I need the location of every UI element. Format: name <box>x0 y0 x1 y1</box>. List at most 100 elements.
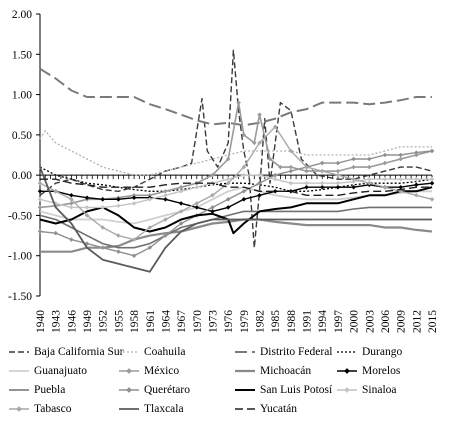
legend-item: Tabasco <box>8 402 72 416</box>
series-marker-9 <box>320 161 325 166</box>
x-tick-label: 1940 <box>35 310 47 333</box>
legend-swatch <box>118 347 140 357</box>
series-marker-11 <box>383 177 388 182</box>
legend-label: Distrito Federal <box>260 346 333 358</box>
legend-label: Guanajuato <box>34 365 87 377</box>
legend-label: Tabasco <box>34 403 72 415</box>
y-tick-label: -1.00 <box>8 251 32 263</box>
legend-label: San Luis Potosí <box>260 384 332 396</box>
series-marker-11 <box>367 177 372 182</box>
series-marker-5 <box>304 169 309 174</box>
legend-item: Durango <box>336 345 402 359</box>
x-tick-label: 1994 <box>317 310 329 333</box>
legend-item: Yucatán <box>234 402 297 416</box>
series-marker-11 <box>289 181 294 186</box>
x-tick-label: 1952 <box>98 310 110 333</box>
legend-label: Morelos <box>362 365 400 377</box>
series-marker-12 <box>383 185 388 190</box>
legend-swatch <box>234 366 256 376</box>
legend-item: Tlaxcala <box>118 402 184 416</box>
legend-item: Michoacán <box>234 364 311 378</box>
series-marker-7 <box>163 197 168 202</box>
x-tick-label: 1988 <box>286 310 298 333</box>
y-tick-label: 0.00 <box>12 170 32 182</box>
legend-swatch <box>234 347 256 357</box>
legend-item: Coahuila <box>118 345 186 359</box>
series-marker-11 <box>320 181 325 186</box>
legend-item: Querétaro <box>118 383 190 397</box>
series-marker-12 <box>414 193 419 198</box>
legend-label: Tlaxcala <box>144 403 184 415</box>
y-tick-label: 0.50 <box>12 130 32 142</box>
series-marker-7 <box>226 205 231 210</box>
x-tick-label: 1970 <box>192 310 204 333</box>
series-marker-5 <box>257 112 262 117</box>
y-tick-label: 1.50 <box>12 49 32 61</box>
series-line-0 <box>40 50 432 247</box>
legend-item: Morelos <box>336 364 400 378</box>
series-marker-11 <box>38 197 43 202</box>
legend: Baja California Sur Coahuila Distrito Fede… <box>0 343 450 426</box>
y-tick-label: -0.50 <box>8 210 32 222</box>
series-marker-7 <box>414 183 419 188</box>
series-marker-7 <box>69 193 74 198</box>
series-marker-12 <box>336 173 341 178</box>
x-tick-label: 2012 <box>411 310 423 333</box>
line-chart: 2.00 1.50 1.00 0.50 0.00 -0.50 -1.00 -1.50 1940… <box>0 0 450 345</box>
series-marker-9 <box>398 153 403 158</box>
series-lines <box>38 50 435 271</box>
legend-item: México <box>118 364 179 378</box>
x-tick-label: 1946 <box>66 310 78 333</box>
series-marker-5 <box>236 100 241 105</box>
legend-item: Sinaloa <box>336 383 397 397</box>
legend-label: Michoacán <box>260 365 311 377</box>
series-marker-9 <box>351 157 356 162</box>
series-line-8 <box>40 207 432 247</box>
series-marker-9 <box>289 169 294 174</box>
legend-label: Baja California Sur <box>34 346 123 358</box>
series-marker-11 <box>398 177 403 182</box>
legend-item: San Luis Potosí <box>234 383 332 397</box>
legend-swatch <box>118 366 140 376</box>
legend-swatch <box>8 366 30 376</box>
series-marker-9 <box>430 149 435 154</box>
series-marker-11 <box>304 181 309 186</box>
legend-swatch <box>336 385 358 395</box>
series-marker-7 <box>242 197 247 202</box>
series-marker-11 <box>336 181 341 186</box>
series-marker-5 <box>289 165 294 170</box>
series-marker-9 <box>100 245 105 250</box>
series-marker-5 <box>336 169 341 174</box>
x-tick-label: 1949 <box>82 310 94 333</box>
legend-swatch <box>8 347 30 357</box>
legend-swatch <box>8 385 30 395</box>
y-tick-label: -1.50 <box>8 291 32 303</box>
legend-label: Coahuila <box>144 346 186 358</box>
y-tick-label: 2.00 <box>12 9 32 21</box>
series-marker-9 <box>69 237 74 242</box>
series-marker-9 <box>53 231 58 236</box>
legend-label: Durango <box>362 346 402 358</box>
x-tick-label: 1958 <box>129 310 141 333</box>
series-marker-9 <box>383 153 388 158</box>
x-tick-label: 1964 <box>160 310 172 333</box>
legend-swatch <box>336 347 358 357</box>
legend-item: Distrito Federal <box>234 345 333 359</box>
y-tick-label: 1.00 <box>12 90 32 102</box>
series-line-14 <box>40 179 432 195</box>
series-marker-11 <box>242 173 247 178</box>
x-tick-label: 2009 <box>396 310 408 333</box>
legend-swatch <box>118 385 140 395</box>
series-marker-12 <box>116 233 121 238</box>
series-marker-9 <box>367 157 372 162</box>
series-marker-9 <box>273 173 278 178</box>
series-marker-7 <box>430 181 435 186</box>
series-marker-11 <box>414 177 419 182</box>
series-marker-5 <box>367 165 372 170</box>
series-marker-5 <box>163 189 168 194</box>
legend-label: Puebla <box>34 384 65 396</box>
legend-label: México <box>144 365 179 377</box>
series-marker-5 <box>38 205 43 210</box>
series-marker-5 <box>398 157 403 162</box>
series-marker-11 <box>132 201 137 206</box>
